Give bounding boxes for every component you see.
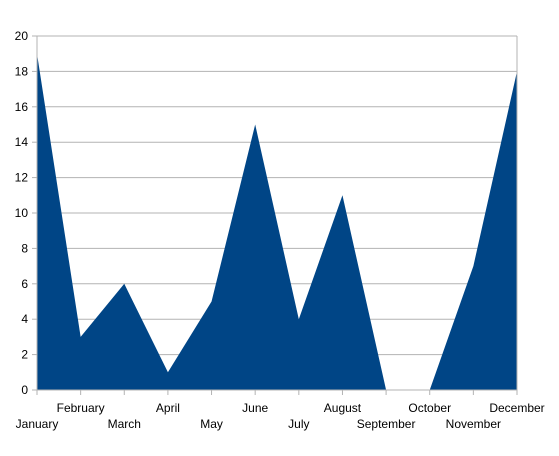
series-area [37,53,517,390]
y-tick-label: 14 [15,135,29,149]
x-tick-label-april: April [156,401,180,415]
y-tick-label: 20 [15,29,29,43]
x-tick-label-june: June [242,401,268,415]
y-tick-label: 16 [15,100,29,114]
y-tick-label: 0 [21,383,28,397]
y-tick-label: 6 [21,277,28,291]
x-tick-label-march: March [108,417,141,431]
y-tick-label: 2 [21,348,28,362]
x-tick-label-november: November [446,417,501,431]
y-tick-labels: 0 2 4 6 8 10 12 14 16 18 20 [15,29,29,397]
y-tick-label: 8 [21,241,28,255]
x-tick-label-august: August [324,401,362,415]
x-tick-label-may: May [200,417,223,431]
y-tick-label: 4 [21,312,28,326]
axes [32,35,518,395]
x-tick-label-july: July [288,417,309,431]
y-tick-label: 10 [15,206,29,220]
y-tick-label: 12 [15,171,29,185]
x-tick-label-october: October [408,401,451,415]
y-tick-label: 18 [15,64,29,78]
x-tick-label-january: January [16,417,59,431]
x-tick-label-september: September [357,417,416,431]
x-tick-label-december: December [489,401,544,415]
series-area-layer [37,53,517,390]
x-tick-label-february: February [57,401,105,415]
